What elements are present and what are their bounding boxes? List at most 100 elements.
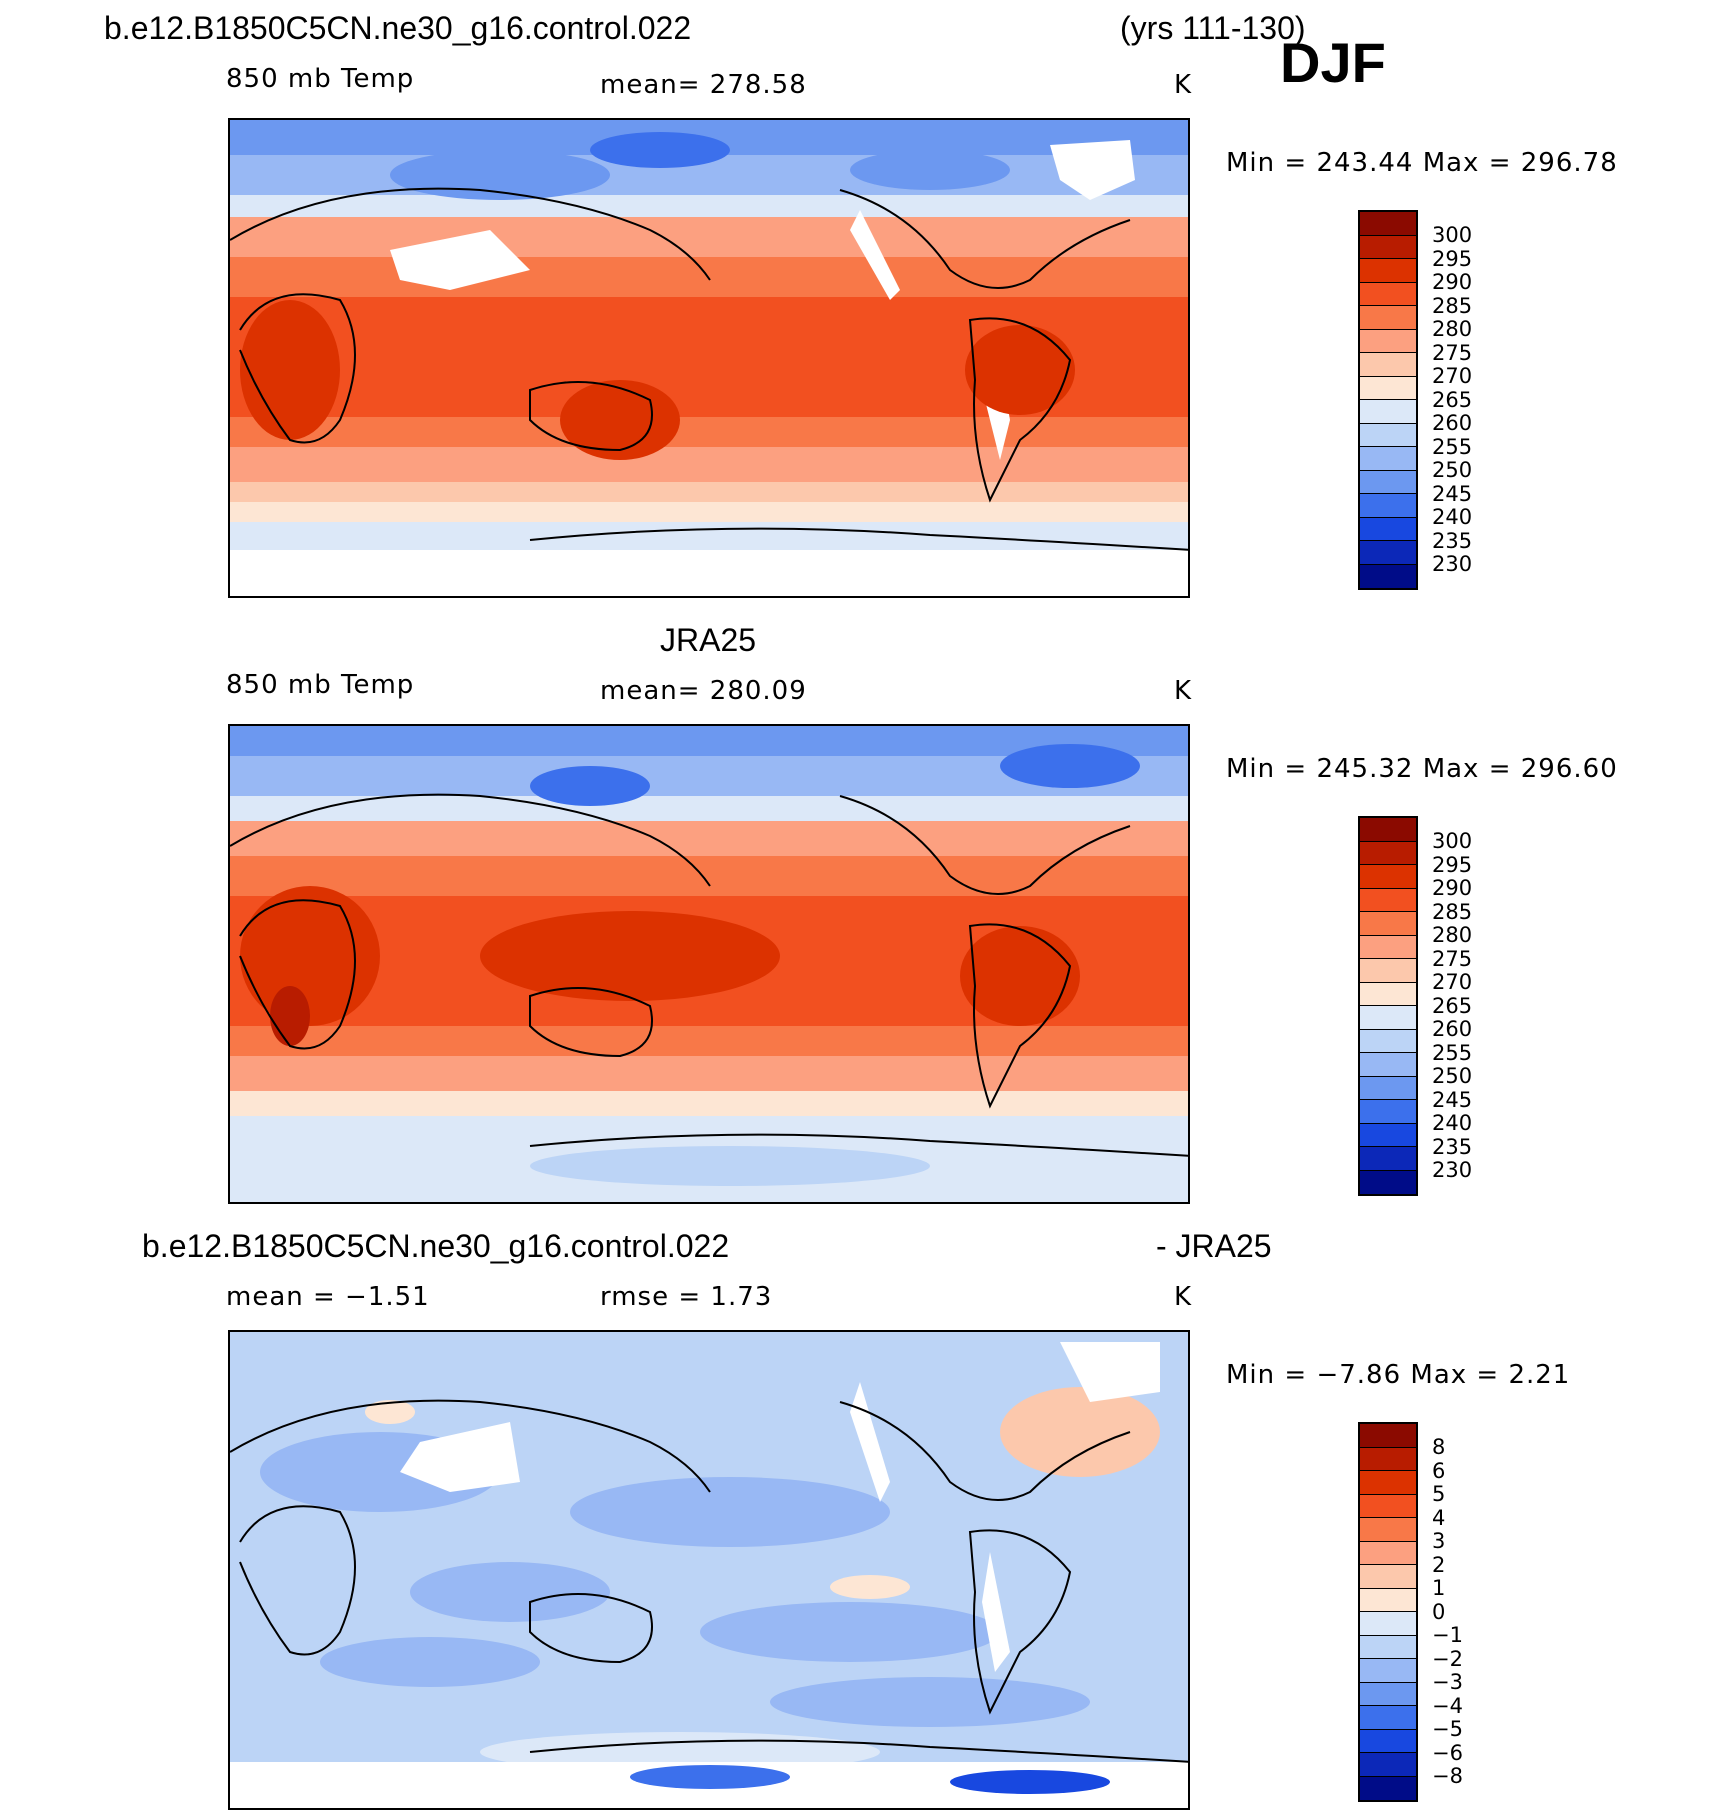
panel2-mean: mean= 280.09 xyxy=(600,676,807,706)
colorbar-tick: 5 xyxy=(1432,1482,1446,1506)
colorbar-tick: 290 xyxy=(1432,270,1473,294)
years-label: (yrs 111-130) xyxy=(1120,10,1306,46)
colorbar-tick: 4 xyxy=(1432,1506,1446,1530)
colorbar-tick: 255 xyxy=(1432,435,1473,459)
colorbar-tick: 255 xyxy=(1432,1041,1473,1065)
colorbar-box xyxy=(1360,1518,1416,1542)
colorbar-tick: 285 xyxy=(1432,294,1473,318)
colorbar-tick: 270 xyxy=(1432,970,1473,994)
colorbar-box xyxy=(1360,1029,1416,1053)
colorbar-tick: 280 xyxy=(1432,317,1473,341)
colorbar-tick: 240 xyxy=(1432,1111,1473,1135)
colorbar-tick: 295 xyxy=(1432,853,1473,877)
colorbar-box xyxy=(1360,1170,1416,1194)
colorbar-box xyxy=(1360,235,1416,259)
colorbar-box xyxy=(1360,1776,1416,1800)
colorbar-box xyxy=(1360,353,1416,377)
colorbar-box xyxy=(1360,212,1416,236)
colorbar-box xyxy=(1360,1076,1416,1100)
colorbar-tick: 295 xyxy=(1432,247,1473,271)
panel3-heading-right: - JRA25 xyxy=(1156,1228,1272,1264)
panel1-colorbar xyxy=(1358,210,1418,590)
colorbar-box xyxy=(1360,1729,1416,1753)
panel3-minmax: Min = −7.86 Max = 2.21 xyxy=(1226,1360,1571,1390)
colorbar-box xyxy=(1360,982,1416,1006)
colorbar-tick: −4 xyxy=(1432,1694,1463,1718)
colorbar-tick: 245 xyxy=(1432,1088,1473,1112)
colorbar-box xyxy=(1360,376,1416,400)
colorbar-tick: 275 xyxy=(1432,947,1473,971)
colorbar-tick: 230 xyxy=(1432,1158,1473,1182)
colorbar-box xyxy=(1360,1659,1416,1683)
colorbar-box xyxy=(1360,1447,1416,1471)
colorbar-tick: 250 xyxy=(1432,1064,1473,1088)
panel2-variable: 850 mb Temp xyxy=(226,670,415,700)
colorbar-box xyxy=(1360,1006,1416,1030)
colorbar-box xyxy=(1360,865,1416,889)
colorbar-box xyxy=(1360,1612,1416,1636)
colorbar-box xyxy=(1360,564,1416,588)
colorbar-tick: −1 xyxy=(1432,1623,1463,1647)
colorbar-tick: 275 xyxy=(1432,341,1473,365)
panel2-units: K xyxy=(1174,676,1193,706)
colorbar-box xyxy=(1360,1706,1416,1730)
panel3-rmse: rmse = 1.73 xyxy=(600,1282,773,1312)
colorbar-tick: 1 xyxy=(1432,1576,1446,1600)
colorbar-box xyxy=(1360,259,1416,283)
colorbar-tick: 2 xyxy=(1432,1553,1446,1577)
panel1-map xyxy=(228,118,1190,598)
colorbar-tick: 265 xyxy=(1432,388,1473,412)
panel3-map xyxy=(228,1330,1190,1810)
panel1-mean: mean= 278.58 xyxy=(600,70,807,100)
colorbar-box xyxy=(1360,1123,1416,1147)
colorbar-tick: 235 xyxy=(1432,529,1473,553)
colorbar-box xyxy=(1360,1635,1416,1659)
colorbar-box xyxy=(1360,517,1416,541)
colorbar-box xyxy=(1360,1471,1416,1495)
colorbar-tick: 285 xyxy=(1432,900,1473,924)
colorbar-tick: 240 xyxy=(1432,505,1473,529)
colorbar-box xyxy=(1360,1565,1416,1589)
colorbar-box xyxy=(1360,935,1416,959)
colorbar-tick: 300 xyxy=(1432,223,1473,247)
colorbar-box xyxy=(1360,400,1416,424)
colorbar-box xyxy=(1360,494,1416,518)
colorbar-tick: −5 xyxy=(1432,1717,1463,1741)
colorbar-box xyxy=(1360,912,1416,936)
colorbar-tick: 250 xyxy=(1432,458,1473,482)
colorbar-tick: 6 xyxy=(1432,1459,1446,1483)
panel2-map xyxy=(228,724,1190,1204)
colorbar-box xyxy=(1360,1682,1416,1706)
colorbar-tick: −2 xyxy=(1432,1647,1463,1671)
colorbar-box xyxy=(1360,1147,1416,1171)
colorbar-tick: −3 xyxy=(1432,1670,1463,1694)
colorbar-tick: 290 xyxy=(1432,876,1473,900)
colorbar-box xyxy=(1360,447,1416,471)
panel3-heading-left: b.e12.B1850C5CN.ne30_g16.control.022 xyxy=(142,1228,730,1264)
panel1-variable: 850 mb Temp xyxy=(226,64,415,94)
colorbar-box xyxy=(1360,1053,1416,1077)
colorbar-tick: 300 xyxy=(1432,829,1473,853)
season-label: DJF xyxy=(1280,31,1386,94)
colorbar-box xyxy=(1360,541,1416,565)
colorbar-tick: 3 xyxy=(1432,1529,1446,1553)
colorbar-tick: 230 xyxy=(1432,552,1473,576)
panel1-units: K xyxy=(1174,70,1193,100)
colorbar-box xyxy=(1360,1588,1416,1612)
colorbar-box xyxy=(1360,306,1416,330)
colorbar-tick: 8 xyxy=(1432,1435,1446,1459)
colorbar-box xyxy=(1360,423,1416,447)
colorbar-box xyxy=(1360,1494,1416,1518)
case-title: b.e12.B1850C5CN.ne30_g16.control.022 xyxy=(104,10,692,46)
colorbar-box xyxy=(1360,888,1416,912)
colorbar-tick: 260 xyxy=(1432,1017,1473,1041)
colorbar-tick: −8 xyxy=(1432,1764,1463,1788)
colorbar-box xyxy=(1360,470,1416,494)
colorbar-box xyxy=(1360,1753,1416,1777)
colorbar-tick: 235 xyxy=(1432,1135,1473,1159)
colorbar-box xyxy=(1360,282,1416,306)
colorbar-tick: 265 xyxy=(1432,994,1473,1018)
colorbar-tick: 0 xyxy=(1432,1600,1446,1624)
colorbar-box xyxy=(1360,959,1416,983)
colorbar-box xyxy=(1360,1100,1416,1124)
